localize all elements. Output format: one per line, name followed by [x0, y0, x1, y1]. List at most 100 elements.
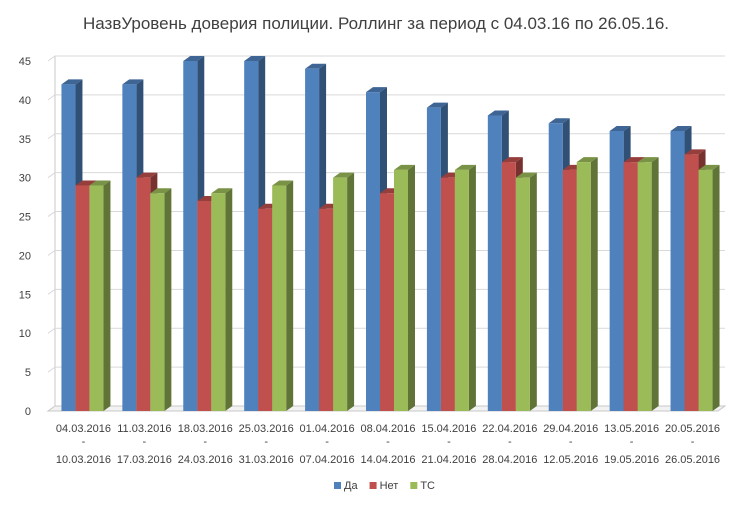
bar-front	[548, 123, 563, 411]
bar-front	[61, 84, 76, 411]
bar-front	[623, 162, 638, 411]
x-tick-label: -	[508, 436, 512, 448]
x-tick-label: 24.03.2016	[178, 454, 233, 466]
x-axis: 04.03.2016-10.03.201611.03.2016-17.03.20…	[56, 423, 720, 466]
legend-label: Нет	[380, 480, 399, 492]
x-tick-label: 07.04.2016	[300, 454, 355, 466]
x-tick-label: 01.04.2016	[300, 423, 355, 435]
bar-top	[136, 172, 158, 178]
bar-top	[487, 110, 509, 116]
bar-front	[454, 169, 469, 411]
bar-top	[272, 180, 294, 186]
y-tick-label: 20	[19, 250, 31, 262]
legend-label: ТС	[420, 480, 435, 492]
x-tick-label: 18.03.2016	[178, 423, 233, 435]
bar-side	[529, 172, 537, 411]
bar-top	[394, 164, 415, 170]
bar-front	[670, 131, 685, 411]
x-tick-label: 20.05.2016	[665, 423, 720, 435]
x-tick-label: -	[569, 436, 573, 448]
bar-top	[122, 79, 144, 85]
x-tick-label: 17.03.2016	[117, 454, 172, 466]
legend-label: Да	[344, 480, 358, 492]
legend-swatch	[369, 482, 377, 489]
bar-side	[712, 164, 720, 411]
bar-top	[684, 149, 706, 155]
bar-ТС-4	[333, 172, 355, 411]
bar-front	[562, 169, 577, 411]
bar-front	[272, 185, 287, 411]
bar-front	[501, 162, 516, 411]
bar-ТС-6	[454, 164, 476, 411]
x-tick-label: -	[447, 436, 451, 448]
bar-top	[576, 157, 598, 163]
bar-top	[501, 157, 523, 163]
x-tick-label: 04.03.2016	[56, 423, 111, 435]
legend-item-Да: Да	[334, 480, 358, 492]
bar-top	[426, 102, 448, 108]
bar-ТС-10	[698, 164, 720, 411]
bars	[61, 56, 720, 412]
bar-top	[150, 188, 172, 194]
y-tick-label: 5	[25, 367, 31, 379]
bar-ТС-9	[637, 157, 659, 411]
bar-side	[590, 157, 598, 411]
bar-front	[366, 92, 380, 411]
bar-front	[183, 61, 198, 411]
x-tick-label: 19.05.2016	[604, 454, 659, 466]
bar-ТС-0	[89, 180, 111, 411]
bar-top	[548, 118, 570, 124]
bar-front	[637, 162, 652, 411]
bar-side	[347, 172, 355, 411]
bar-side	[164, 188, 172, 411]
bar-side	[651, 157, 659, 411]
bar-top	[89, 180, 111, 186]
bar-top	[211, 188, 233, 194]
bar-front	[244, 61, 259, 411]
chart-title: НазвУровень доверия полиции. Роллинг за …	[83, 14, 669, 33]
y-axis: 0 5 10 15 20 25 30 35 40 45	[19, 56, 31, 418]
x-tick-label: 21.04.2016	[421, 454, 476, 466]
y-tick-label: 35	[19, 134, 31, 146]
bar-front	[122, 84, 137, 411]
x-tick-label: -	[203, 436, 207, 448]
bar-front	[333, 177, 348, 411]
bar-top	[609, 126, 631, 131]
bar-top	[183, 56, 205, 61]
y-tick-label: 25	[19, 212, 31, 224]
bar-front	[258, 208, 273, 411]
bar-front	[197, 201, 212, 411]
x-tick-label: 31.03.2016	[239, 454, 294, 466]
bar-front	[515, 177, 530, 411]
bar-side	[286, 180, 294, 411]
bar-top	[515, 172, 537, 178]
bar-top	[333, 172, 355, 178]
x-tick-label: 15.04.2016	[421, 423, 476, 435]
bar-ТС-8	[576, 157, 598, 411]
bar-front	[150, 193, 165, 411]
x-tick-label: 25.03.2016	[239, 423, 294, 435]
bar-front	[426, 107, 441, 412]
bar-front	[440, 177, 455, 411]
bar-ТС-2	[211, 188, 233, 411]
y-tick-label: 15	[19, 289, 31, 301]
bar-top	[366, 87, 387, 93]
bar-top	[244, 56, 266, 61]
x-tick-label: -	[325, 436, 329, 448]
y-tick-label: 30	[19, 173, 31, 185]
bar-top	[670, 126, 692, 131]
bar-front	[487, 115, 502, 411]
x-tick-label: 29.04.2016	[543, 423, 598, 435]
x-tick-label: 22.04.2016	[482, 423, 537, 435]
x-tick-label: -	[82, 436, 86, 448]
legend-item-ТС: ТС	[410, 480, 435, 492]
y-tick-label: 45	[19, 56, 31, 68]
bar-ТС-5	[394, 164, 415, 411]
bar-front	[89, 185, 104, 411]
x-tick-label: 11.03.2016	[117, 423, 171, 435]
bar-side	[225, 188, 233, 411]
y-tick-label: 40	[19, 95, 31, 107]
x-tick-label: 26.05.2016	[665, 454, 720, 466]
bar-front	[380, 193, 394, 411]
